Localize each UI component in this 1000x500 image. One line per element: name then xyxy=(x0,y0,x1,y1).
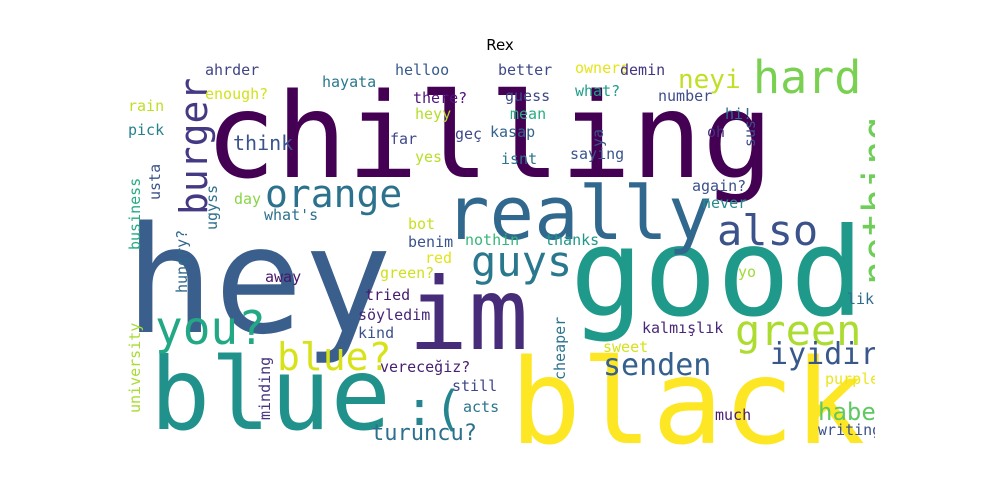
word-rain: rain xyxy=(128,97,165,115)
word-away: away xyxy=(265,268,302,286)
word-better: better xyxy=(498,61,553,79)
word-orange: orange xyxy=(265,172,403,216)
word-hungry: hungry? xyxy=(173,229,191,293)
word-ya: ya xyxy=(589,128,607,147)
word-verecegiz: vereceğiz? xyxy=(380,358,471,376)
word-green-q: green? xyxy=(380,264,435,282)
word-mean: mean xyxy=(510,105,547,123)
word-neyi: neyi xyxy=(678,65,741,95)
word-helloo: helloo xyxy=(395,61,450,79)
word-cheaper: cheaper xyxy=(551,316,569,380)
word-again: again? xyxy=(692,177,747,195)
word-never: never xyxy=(702,194,748,212)
word-im: im xyxy=(408,256,529,373)
word-university: university xyxy=(126,322,144,413)
word-benim: benim xyxy=(408,233,454,251)
word-number: number xyxy=(658,87,713,105)
chart-title: Rex xyxy=(486,36,514,54)
word-acts: acts xyxy=(463,398,500,416)
word-also: also xyxy=(717,206,819,255)
word-senden: senden xyxy=(603,348,712,383)
word-you: you? xyxy=(155,301,266,355)
word-soyledim: söyledim xyxy=(358,306,431,324)
word-gec: geç xyxy=(455,125,483,143)
word-thanks: thanks xyxy=(545,231,600,249)
word-hey: hey xyxy=(125,195,393,367)
word-really: really xyxy=(445,171,713,257)
word-enough: enough? xyxy=(205,85,269,103)
word-chilling: chilling xyxy=(205,67,774,205)
word-think: think xyxy=(233,131,294,155)
word-nothing: nothing xyxy=(855,116,875,285)
word-iyidir: iyidir xyxy=(770,337,875,372)
word-much: much xyxy=(715,406,752,424)
word-frown: :( xyxy=(405,381,463,437)
word-kalmislik: kalmışlık xyxy=(642,319,724,337)
word-day: day xyxy=(234,190,262,208)
word-blue-q: blue? xyxy=(277,335,392,379)
word-writing: writing xyxy=(818,421,875,439)
word-minding: minding xyxy=(256,356,274,420)
word-yo: yo xyxy=(738,263,757,281)
word-sweet: sweet xyxy=(603,338,649,356)
word-kasap: kasap xyxy=(490,123,536,141)
word-pick: pick xyxy=(128,121,165,139)
word-there: there? xyxy=(413,89,468,107)
word-cloud: chilling hey good black blue im really o… xyxy=(125,55,875,445)
word-heyy: heyy xyxy=(415,105,452,123)
word-like: like xyxy=(847,290,875,308)
word-isnt: isnt xyxy=(501,150,538,168)
word-green: green xyxy=(735,306,862,355)
word-demin: demin xyxy=(620,61,666,79)
word-nothin: nothin xyxy=(465,231,520,249)
word-sus: sus xyxy=(741,119,759,147)
word-owners: owners xyxy=(575,59,630,77)
word-ahrder: ahrder xyxy=(205,61,260,79)
word-ugyss: ugyss xyxy=(203,184,221,230)
word-good: good xyxy=(570,202,864,344)
word-bot: bot xyxy=(408,215,436,233)
word-yes: yes xyxy=(415,148,443,166)
word-hayata: hayata xyxy=(322,73,377,91)
word-red: red xyxy=(425,249,453,267)
word-purple: purple xyxy=(825,370,875,388)
word-far: far xyxy=(390,130,418,148)
word-what: what? xyxy=(575,82,621,100)
word-turuncu: turuncu? xyxy=(371,421,477,445)
word-haber: haber xyxy=(818,398,875,426)
word-tried: tried xyxy=(365,286,411,304)
word-usta: usta xyxy=(146,163,164,200)
word-whats: what's xyxy=(264,206,319,224)
word-guess: guess xyxy=(505,87,551,105)
word-saying: saying xyxy=(570,145,625,163)
word-business: business xyxy=(126,177,144,250)
word-guys: guys xyxy=(471,237,573,286)
word-kind: kind xyxy=(358,324,395,342)
word-hard: hard xyxy=(753,55,862,104)
word-hi: hi! xyxy=(725,105,753,123)
word-black: black xyxy=(510,333,866,445)
word-still: still xyxy=(452,377,498,395)
word-oh: oh xyxy=(707,123,726,141)
word-blue: blue xyxy=(150,336,391,445)
